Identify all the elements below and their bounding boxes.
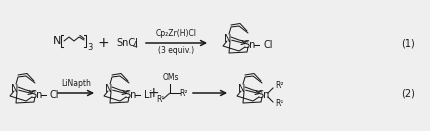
Text: N: N [224, 34, 232, 44]
Text: (2): (2) [401, 88, 415, 98]
Text: N: N [238, 84, 246, 94]
Text: OMs: OMs [163, 73, 179, 82]
Text: R²: R² [179, 89, 187, 97]
Text: Li: Li [144, 90, 152, 100]
Text: Cl: Cl [263, 40, 273, 50]
Text: Sn: Sn [31, 90, 43, 100]
Text: Sn: Sn [244, 40, 256, 50]
Text: LiNapth: LiNapth [61, 79, 91, 88]
Text: Sn: Sn [125, 90, 137, 100]
Text: Cl: Cl [50, 90, 59, 100]
Text: 3: 3 [87, 43, 92, 53]
Text: N: N [11, 84, 18, 94]
Text: N: N [53, 36, 61, 46]
Text: Sn: Sn [258, 90, 270, 100]
Text: R²: R² [275, 81, 283, 91]
Text: N: N [105, 84, 113, 94]
Text: +: + [147, 86, 159, 100]
Text: Cp₂Zr(H)Cl: Cp₂Zr(H)Cl [156, 29, 197, 38]
Text: +: + [97, 36, 109, 50]
Text: SnCl: SnCl [116, 38, 138, 48]
Text: R¹: R¹ [275, 100, 283, 108]
Text: (1): (1) [401, 38, 415, 48]
Text: (3 equiv.): (3 equiv.) [158, 46, 194, 55]
Text: 4: 4 [133, 42, 138, 50]
Text: R¹: R¹ [156, 95, 164, 105]
